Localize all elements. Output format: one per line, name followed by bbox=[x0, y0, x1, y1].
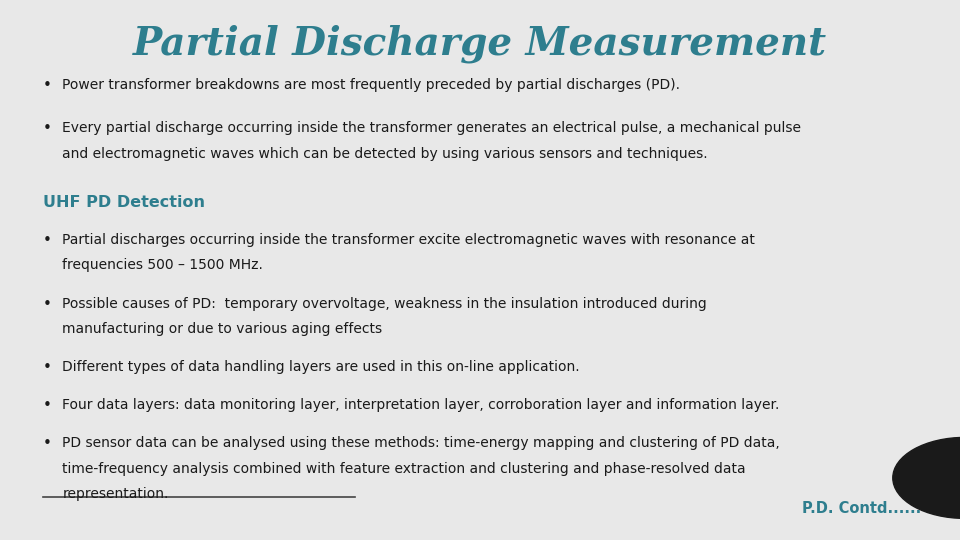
Text: •: • bbox=[43, 233, 52, 248]
Text: representation.: representation. bbox=[62, 487, 169, 501]
Circle shape bbox=[893, 437, 960, 518]
Text: frequencies 500 – 1500 MHz.: frequencies 500 – 1500 MHz. bbox=[62, 259, 263, 273]
Text: •: • bbox=[43, 398, 52, 413]
Text: time-frequency analysis combined with feature extraction and clustering and phas: time-frequency analysis combined with fe… bbox=[62, 462, 746, 476]
Text: and electromagnetic waves which can be detected by using various sensors and tec: and electromagnetic waves which can be d… bbox=[62, 147, 708, 161]
Text: Different types of data handling layers are used in this on-line application.: Different types of data handling layers … bbox=[62, 360, 580, 374]
Text: •: • bbox=[43, 296, 52, 312]
Text: manufacturing or due to various aging effects: manufacturing or due to various aging ef… bbox=[62, 322, 382, 336]
Text: PD sensor data can be analysed using these methods: time-energy mapping and clus: PD sensor data can be analysed using the… bbox=[62, 436, 780, 450]
Text: UHF PD Detection: UHF PD Detection bbox=[43, 195, 205, 210]
Text: Power transformer breakdowns are most frequently preceded by partial discharges : Power transformer breakdowns are most fr… bbox=[62, 78, 681, 92]
Text: Partial Discharge Measurement: Partial Discharge Measurement bbox=[132, 24, 828, 63]
Text: Four data layers: data monitoring layer, interpretation layer, corroboration lay: Four data layers: data monitoring layer,… bbox=[62, 398, 780, 412]
Text: •: • bbox=[43, 436, 52, 451]
Text: •: • bbox=[43, 78, 52, 93]
Text: •: • bbox=[43, 360, 52, 375]
Text: Possible causes of PD:  temporary overvoltage, weakness in the insulation introd: Possible causes of PD: temporary overvol… bbox=[62, 296, 708, 310]
Text: •: • bbox=[43, 122, 52, 137]
Text: P.D. Contd......: P.D. Contd...... bbox=[803, 501, 922, 516]
Text: Every partial discharge occurring inside the transformer generates an electrical: Every partial discharge occurring inside… bbox=[62, 122, 802, 136]
Text: Partial discharges occurring inside the transformer excite electromagnetic waves: Partial discharges occurring inside the … bbox=[62, 233, 756, 247]
